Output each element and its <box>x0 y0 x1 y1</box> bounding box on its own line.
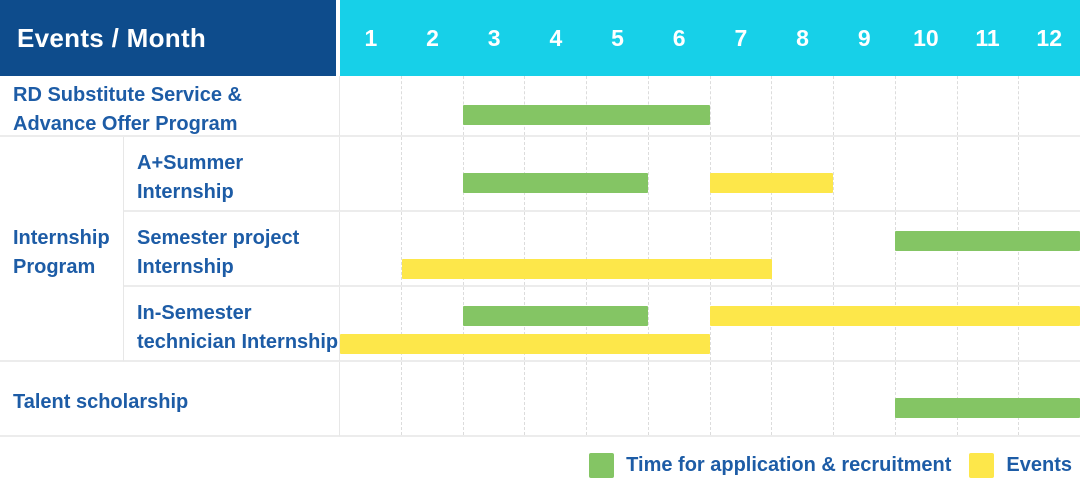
application-bar <box>895 398 1080 418</box>
month-cell <box>833 362 895 435</box>
row-label-talent-scholarship: Talent scholarship <box>0 362 340 437</box>
month-label: 2 <box>426 24 439 51</box>
legend-item-events: Events <box>969 453 1072 478</box>
event-bar <box>710 173 834 193</box>
month-gridlines <box>340 76 1080 135</box>
month-header: 1 2 3 4 5 6 7 8 9 10 11 12 <box>340 0 1080 76</box>
legend-label-application: Time for application & recruitment <box>626 454 952 476</box>
header-title-cell: Events / Month <box>0 0 340 76</box>
page-title: Events / Month <box>17 22 207 53</box>
month-label: 8 <box>796 24 809 51</box>
event-bar <box>710 306 1080 326</box>
month-cell <box>709 76 772 135</box>
group-label-line: Program <box>13 255 96 278</box>
month-cell <box>462 287 525 360</box>
month-cell <box>400 212 463 285</box>
month-cell <box>462 362 525 435</box>
month-cell <box>462 212 525 285</box>
month-cell <box>462 76 525 135</box>
row-label-semester-project-internship: Semester project Internship <box>124 212 340 287</box>
gantt-table: Events / Month 1 2 3 4 5 6 7 8 9 10 11 12 RD Substi… <box>0 0 1080 437</box>
month-label: 10 <box>913 24 939 51</box>
row-label-rd-substitute-service: RD Substitute Service & Advance Offer Pr… <box>0 76 340 137</box>
month-cell <box>400 76 463 135</box>
month-cell <box>462 137 525 210</box>
month-label: 7 <box>734 24 748 51</box>
month-label: 9 <box>857 24 871 51</box>
row-label-line: In-Semester <box>137 301 252 324</box>
month-cell <box>709 137 772 210</box>
row-label-line: Internship <box>137 180 234 203</box>
month-cell <box>586 362 648 435</box>
event-bar <box>401 259 772 279</box>
chart-row-semester-project-internship <box>340 212 1080 287</box>
application-bar <box>895 231 1080 251</box>
chart-row-a-plus-summer-internship <box>340 137 1080 212</box>
month-cell <box>524 362 586 435</box>
month-cell <box>340 137 401 210</box>
month-cell <box>340 212 401 285</box>
legend: Time for application & recruitment Event… <box>0 437 1080 494</box>
row-label-line: Internship <box>137 255 234 278</box>
row-label-line: Semester project <box>137 226 300 249</box>
month-label: 1 <box>364 24 378 51</box>
month-cell <box>1018 76 1080 135</box>
row-label-line: Advance Offer Program <box>13 112 238 135</box>
chart-row-in-semester-technician-internship <box>340 287 1080 362</box>
month-label: 6 <box>672 24 686 51</box>
row-label-line: Talent scholarship <box>13 391 189 413</box>
month-cell <box>400 362 463 435</box>
chart-row-talent-scholarship <box>340 362 1080 437</box>
month-cell <box>647 362 710 435</box>
month-cell <box>771 76 833 135</box>
month-label: 11 <box>975 24 1000 51</box>
row-label-line: technician Internship <box>137 330 339 353</box>
month-cell <box>647 287 710 360</box>
month-cell <box>709 362 772 435</box>
month-cell <box>833 212 895 285</box>
month-cell <box>524 212 586 285</box>
month-cell <box>647 212 710 285</box>
month-label: 12 <box>1036 24 1063 51</box>
month-cell <box>894 76 957 135</box>
month-cell <box>340 76 401 135</box>
month-label: 3 <box>487 24 501 51</box>
month-cell <box>1018 137 1080 210</box>
events-color-swatch <box>969 453 995 478</box>
event-bar <box>340 334 710 354</box>
month-cell <box>771 362 833 435</box>
row-group-internship-program: Internship Program <box>0 137 124 362</box>
application-bar <box>463 105 710 125</box>
row-label-a-plus-summer-internship: A+Summer Internship <box>124 137 340 212</box>
application-bar <box>463 173 649 193</box>
month-cell <box>771 212 833 285</box>
row-label-in-semester-technician-internship: In-Semester technician Internship <box>124 287 340 362</box>
month-label: 5 <box>611 24 624 51</box>
month-cell <box>400 287 463 360</box>
month-cell <box>586 212 648 285</box>
month-cell <box>894 137 957 210</box>
legend-label-events: Events <box>1006 454 1072 476</box>
month-cell <box>709 287 772 360</box>
month-cell <box>956 76 1019 135</box>
month-cell <box>833 137 895 210</box>
month-cell <box>833 76 895 135</box>
legend-item-application: Time for application & recruitment <box>589 453 951 478</box>
month-cell <box>647 137 710 210</box>
month-label: 4 <box>549 24 563 51</box>
month-cell <box>340 362 401 435</box>
row-label-line: RD Substitute Service & <box>13 83 242 106</box>
month-cell <box>400 137 463 210</box>
month-cell <box>956 137 1019 210</box>
application-bar <box>463 306 649 326</box>
application-color-swatch <box>589 453 615 478</box>
group-label-line: Internship <box>13 226 110 249</box>
chart-row-rd-substitute-service <box>340 76 1080 137</box>
row-label-line: A+Summer <box>137 151 244 174</box>
month-cell <box>709 212 772 285</box>
